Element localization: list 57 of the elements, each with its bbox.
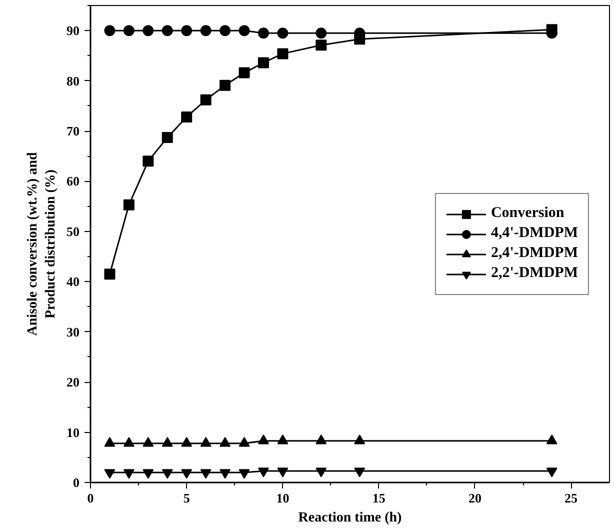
- point: [142, 25, 154, 36]
- point: [200, 469, 212, 479]
- point: [200, 25, 212, 36]
- point: [142, 156, 154, 167]
- point: [220, 469, 231, 479]
- y-tick-label: 50: [66, 224, 80, 239]
- point: [162, 132, 173, 144]
- x-axis-title: Reaction time (h): [298, 510, 402, 526]
- point: [258, 468, 269, 478]
- y-tick-label: 60: [66, 174, 80, 189]
- point: [238, 469, 250, 479]
- legend-label: 4,4'-DMDPM: [490, 225, 578, 242]
- point: [123, 469, 134, 479]
- point: [142, 469, 154, 479]
- point: [354, 468, 366, 478]
- y-tick-label: 10: [66, 424, 80, 440]
- x-tick-label: 5: [183, 490, 190, 506]
- point: [238, 25, 250, 36]
- point: [181, 111, 192, 122]
- point: [104, 25, 116, 36]
- point: [200, 94, 212, 106]
- x-tick-label: 10: [276, 490, 290, 506]
- point: [316, 40, 327, 51]
- point: [162, 25, 173, 36]
- y-tick-label: 40: [66, 274, 80, 290]
- x-tick-label: 15: [372, 490, 386, 506]
- y-tick-label: 80: [66, 73, 80, 88]
- y-tick-label: 70: [66, 124, 80, 139]
- legend-label: 2,4'-DMDPM: [490, 245, 578, 262]
- point: [277, 468, 288, 478]
- point: [258, 28, 269, 39]
- point: [104, 469, 116, 479]
- point: [220, 80, 231, 91]
- y-tick-label: 0: [73, 475, 80, 490]
- point: [546, 468, 558, 478]
- point: [277, 48, 288, 60]
- point: [316, 468, 327, 478]
- legend-label: 2,2'-DMDPM: [490, 265, 578, 282]
- y-tick-label: 20: [66, 374, 80, 390]
- y-axis-title: Anisole conversion (wt.%) and Product distribution (%): [26, 152, 58, 336]
- point: [220, 25, 231, 36]
- point: [104, 268, 116, 280]
- point: [316, 28, 327, 39]
- y-tick-label: 90: [66, 23, 80, 38]
- point: [277, 28, 288, 39]
- point: [181, 469, 192, 479]
- y-tick-label: 30: [66, 324, 80, 340]
- point: [123, 25, 134, 36]
- point: [162, 469, 173, 479]
- point: [181, 25, 192, 36]
- point: [123, 199, 134, 210]
- point: [258, 57, 269, 68]
- legend-label: Conversion: [490, 205, 564, 222]
- point: [238, 67, 250, 78]
- x-tick-label: 25: [564, 490, 578, 506]
- x-tick-label: 20: [468, 490, 482, 506]
- x-tick-label: 0: [87, 490, 94, 506]
